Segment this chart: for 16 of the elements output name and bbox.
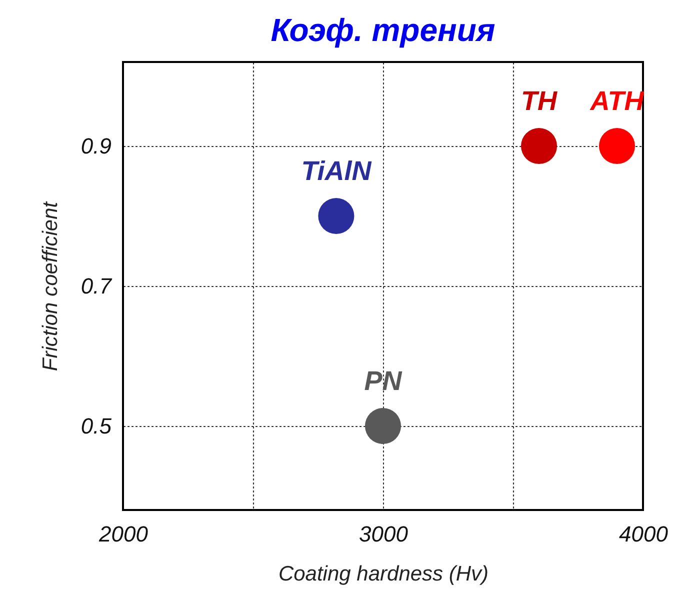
y-tick-label: 0.5: [80, 414, 112, 438]
point: [318, 198, 354, 234]
point: [598, 128, 636, 164]
point: [520, 128, 558, 164]
y-tick-label: 0.7: [80, 274, 112, 298]
x-axis-title: Coating hardness (Hv): [278, 562, 489, 586]
chart-title: Коэф. трения: [270, 12, 496, 48]
x-tick-label: 2000: [98, 522, 149, 546]
x-tick-label: 4000: [619, 522, 669, 546]
series-label: TH: [521, 86, 558, 116]
y-tick-label: 0.9: [80, 134, 112, 158]
point: [364, 408, 402, 444]
series-label: TiAlN: [301, 156, 372, 186]
series-label: PN: [364, 366, 402, 396]
y-axis-title: Friction coefficient: [38, 200, 62, 372]
x-tick-label: 3000: [359, 522, 409, 546]
